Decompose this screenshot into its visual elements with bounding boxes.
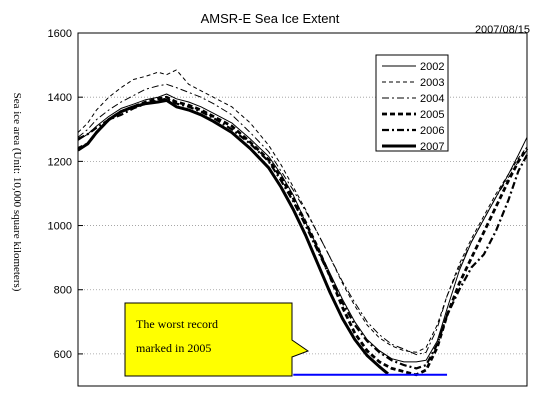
legend-label-2005: 2005 [420,109,444,121]
y-axis-label: Sea ice area (Unit: 10,000 square kilome… [11,93,23,292]
y-tick-label-0: 600 [54,349,72,361]
legend-label-2003: 2003 [420,77,444,89]
plot-frame [77,32,528,387]
legend: 2002 2003 2004 2005 2006 2007 [375,54,449,153]
legend-box [375,54,449,152]
y-tick-label-3: 1200 [48,156,72,168]
y-tick-label-1: 800 [54,285,72,297]
chart-date: 2007/08/15 [475,24,530,36]
legend-label-2004: 2004 [420,93,444,105]
callout-box [124,302,310,377]
y-tick-label-5: 1600 [48,28,72,40]
callout: The worst record marked in 2005 [124,302,310,377]
legend-label-2002: 2002 [420,61,444,73]
callout-line-1: The worst record [136,317,218,331]
legend-label-2006: 2006 [420,125,444,137]
series-line-2007 [77,98,389,375]
y-tick-label-2: 1000 [48,221,72,233]
series-lines [77,69,529,377]
chart-title: AMSR-E Sea Ice Extent [201,11,340,26]
series-line-2004 [77,83,528,356]
series-line-2005 [77,95,529,377]
y-axis-ticks: 600 800 1000 1200 1400 1600 [48,28,83,361]
legend-label-2007: 2007 [420,141,444,153]
callout-line-2: marked in 2005 [136,341,211,355]
y-tick-label-4: 1400 [48,92,72,104]
